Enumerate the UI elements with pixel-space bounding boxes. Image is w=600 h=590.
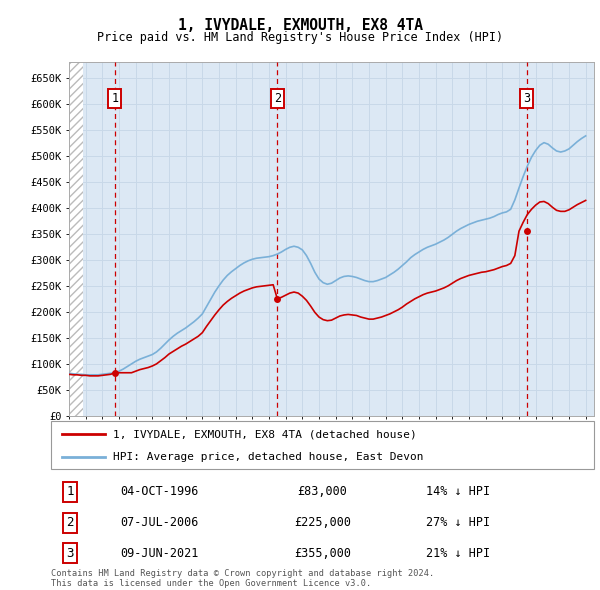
Text: 3: 3 bbox=[523, 92, 530, 105]
Text: 09-JUN-2021: 09-JUN-2021 bbox=[121, 547, 199, 560]
Text: 3: 3 bbox=[66, 547, 74, 560]
Text: 21% ↓ HPI: 21% ↓ HPI bbox=[426, 547, 490, 560]
Text: £83,000: £83,000 bbox=[298, 486, 347, 499]
FancyBboxPatch shape bbox=[51, 421, 594, 469]
Text: 1, IVYDALE, EXMOUTH, EX8 4TA: 1, IVYDALE, EXMOUTH, EX8 4TA bbox=[178, 18, 422, 32]
Text: £225,000: £225,000 bbox=[294, 516, 351, 529]
Text: 27% ↓ HPI: 27% ↓ HPI bbox=[426, 516, 490, 529]
Text: 1: 1 bbox=[111, 92, 118, 105]
Text: 04-OCT-1996: 04-OCT-1996 bbox=[121, 486, 199, 499]
Text: £355,000: £355,000 bbox=[294, 547, 351, 560]
Text: HPI: Average price, detached house, East Devon: HPI: Average price, detached house, East… bbox=[113, 452, 424, 462]
Text: 2: 2 bbox=[66, 516, 74, 529]
Text: 1: 1 bbox=[66, 486, 74, 499]
Text: Price paid vs. HM Land Registry's House Price Index (HPI): Price paid vs. HM Land Registry's House … bbox=[97, 31, 503, 44]
Text: 14% ↓ HPI: 14% ↓ HPI bbox=[426, 486, 490, 499]
Bar bbox=[69, 62, 83, 416]
Text: 07-JUL-2006: 07-JUL-2006 bbox=[121, 516, 199, 529]
Text: 1, IVYDALE, EXMOUTH, EX8 4TA (detached house): 1, IVYDALE, EXMOUTH, EX8 4TA (detached h… bbox=[113, 429, 417, 439]
Text: 2: 2 bbox=[274, 92, 281, 105]
Text: Contains HM Land Registry data © Crown copyright and database right 2024.
This d: Contains HM Land Registry data © Crown c… bbox=[51, 569, 434, 588]
